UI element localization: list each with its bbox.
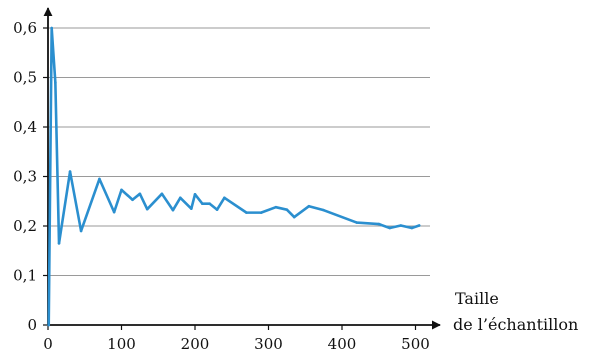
data-point-17 <box>201 202 204 206</box>
data-point-18 <box>208 202 211 206</box>
y-tick-label-1: 0,1 <box>13 267 37 285</box>
data-point-4 <box>68 170 72 173</box>
data-point-20 <box>223 196 226 200</box>
data-point-19 <box>215 208 219 211</box>
y-tick-label-5: 0,5 <box>13 69 37 87</box>
data-point-29 <box>377 222 381 226</box>
data-point-13 <box>171 208 175 212</box>
x-tick-label-0: 0 <box>43 335 53 353</box>
gridlines <box>48 27 430 276</box>
y-tick-label-2: 0,2 <box>13 217 37 235</box>
data-point-23 <box>274 205 278 209</box>
y-tick-label-4: 0,4 <box>13 118 37 136</box>
data-point-21 <box>245 211 248 214</box>
data-point-14 <box>179 196 182 200</box>
data-point-22 <box>259 211 263 214</box>
data-point-28 <box>355 221 359 224</box>
y-tick-label-0: 0 <box>27 316 37 334</box>
data-point-32 <box>410 226 414 230</box>
data-point-7 <box>112 210 116 214</box>
data-point-15 <box>190 207 193 210</box>
series-points <box>47 26 421 327</box>
data-point-5 <box>79 229 83 233</box>
x-axis-title-line-1: Taille <box>455 289 499 308</box>
x-tick-labels: 0 100 200 300 400 500 <box>43 325 430 353</box>
data-point-2 <box>54 81 57 84</box>
y-tick-labels: 0 0,1 0,2 0,3 0,4 0,5 0,6 <box>13 19 48 334</box>
x-tick-label-4: 400 <box>328 335 357 353</box>
data-point-3 <box>57 242 61 245</box>
x-tick-label-1: 100 <box>107 335 136 353</box>
data-point-31 <box>399 224 403 227</box>
x-tick-label-2: 200 <box>181 335 210 353</box>
data-point-10 <box>138 192 142 196</box>
data-point-25 <box>292 215 296 219</box>
data-point-1 <box>50 26 53 30</box>
data-point-16 <box>193 193 197 196</box>
data-point-8 <box>120 188 123 192</box>
data-point-11 <box>145 207 149 211</box>
data-point-24 <box>285 208 289 211</box>
data-point-33 <box>417 224 421 227</box>
series-line <box>47 26 421 327</box>
x-axis-title-line-2: de l’échantillon <box>453 315 578 334</box>
data-point-6 <box>98 177 101 181</box>
data-point-9 <box>131 198 134 202</box>
data-point-0 <box>47 323 51 327</box>
axes <box>43 7 441 330</box>
data-point-27 <box>322 208 325 212</box>
data-point-26 <box>307 204 311 208</box>
data-point-12 <box>160 192 164 196</box>
x-tick-label-5: 500 <box>401 335 430 353</box>
x-tick-label-3: 300 <box>254 335 283 353</box>
y-tick-label-6: 0,6 <box>13 19 37 37</box>
y-tick-label-3: 0,3 <box>13 168 37 186</box>
data-point-30 <box>388 226 392 230</box>
